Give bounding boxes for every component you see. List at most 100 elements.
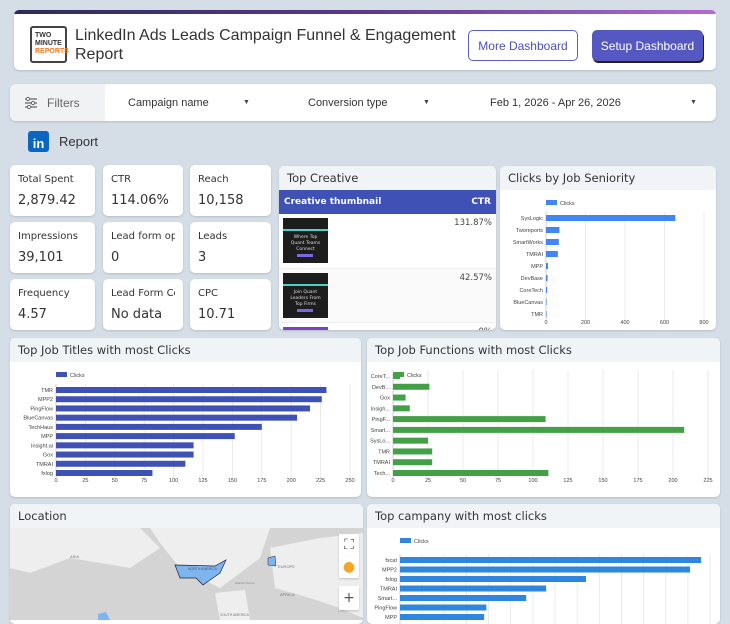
category-label: PingF... [372, 417, 391, 423]
more-dashboard-button[interactable]: More Dashboard [468, 30, 578, 61]
date-range-label: Feb 1, 2026 - Apr 26, 2026 [490, 96, 621, 109]
kpi-value: 4.57 [18, 307, 47, 322]
bar [393, 426, 685, 433]
panel-title: Clicks by Job Seniority [500, 166, 716, 190]
map-label: AFRICA [280, 592, 295, 597]
map-label: EUROPE [278, 564, 295, 569]
zoom-in-button[interactable]: + [339, 586, 359, 610]
ctr-value: 131.87% [399, 214, 496, 269]
category-label: SysLogic [521, 216, 544, 222]
category-label: TMR [378, 449, 390, 455]
creative-table: Creative thumbnail CTR Where Top Quant Te… [279, 190, 496, 330]
date-range-select[interactable]: Feb 1, 2026 - Apr 26, 2026 ▼ [490, 84, 710, 121]
header-gradient-bar [14, 10, 716, 14]
legend-label: Clicks [407, 373, 422, 379]
legend-label: Clicks [414, 539, 429, 545]
tick-label: 800 [699, 320, 708, 326]
job-functions-panel: Top Job Functions with most Clicks Click… [367, 338, 720, 497]
kpi-card: Frequency 4.57 [10, 279, 95, 330]
column-header[interactable]: Creative thumbnail [279, 190, 399, 214]
tick-label: 125 [563, 478, 572, 484]
tick-label: 225 [316, 478, 325, 484]
tick-label: 25 [425, 478, 431, 484]
bar [393, 448, 433, 455]
job-functions-chart: Clicks 0 25 50 75 100 125 150 175 200 225 CoreT... D… [370, 370, 713, 484]
bar [546, 251, 558, 257]
category-label: MPP [41, 434, 53, 440]
map-label: Atlantic Ocean [235, 581, 255, 585]
bar [56, 451, 194, 458]
tick-label: 50 [460, 478, 466, 484]
kpi-card: Impressions 39,101 [10, 222, 95, 273]
tick-label: 250 [345, 478, 354, 484]
location-map[interactable]: ASIA EUROPE NORTH AMERICA AFRICA SOUTH A… [10, 528, 363, 620]
kpi-card: Lead Form Co... No data [103, 279, 183, 330]
category-label: SmartWorks [513, 240, 543, 246]
tick-label: 100 [169, 478, 178, 484]
category-label: Smart... [378, 596, 398, 602]
bar [393, 416, 546, 423]
kpi-label: Lead Form Co... [111, 288, 175, 299]
column-header[interactable]: CTR [399, 190, 496, 214]
kpi-card: Leads 3 [190, 222, 271, 273]
bar [400, 566, 691, 573]
kpi-value: 3 [198, 250, 207, 265]
bar [393, 394, 406, 401]
fullscreen-icon[interactable]: ⛶ [339, 534, 359, 556]
category-label: BlueCanvas [513, 300, 543, 306]
panel-title: Top Job Functions with most Clicks [367, 338, 720, 362]
tick-label: 175 [257, 478, 266, 484]
bar [400, 595, 527, 601]
category-label: Gox [380, 396, 390, 402]
tick-label: 50 [112, 478, 118, 484]
street-view-pegman-icon[interactable]: ● [339, 556, 359, 578]
bar [56, 387, 327, 393]
ctr-value: 42.57% [399, 268, 496, 323]
table-row[interactable]: 0% [279, 322, 496, 330]
bar [56, 405, 311, 412]
category-label: CoreTech [519, 288, 543, 294]
bar [393, 373, 400, 379]
kpi-card: Reach 10,158 [190, 165, 271, 216]
category-label: TMRAI [373, 460, 391, 466]
conversion-type-label: Conversion type [308, 96, 388, 109]
table-row[interactable]: Where Top Quant Teams Connect 131.87% [279, 214, 496, 269]
category-label: PingFlow [374, 606, 397, 612]
tick-label: 150 [228, 478, 237, 484]
category-label: TMR [531, 312, 543, 318]
company-chart: Clicks fxcat MPP2 fxlog TMRAI Smart... PingFlo… [374, 538, 711, 624]
chevron-down-icon: ▼ [423, 99, 430, 106]
category-label: fxlog [41, 471, 53, 477]
tick-label: 0 [54, 478, 57, 484]
table-row[interactable]: Join Quant Leaders From Top Firms 42.57% [279, 268, 496, 323]
bar [546, 299, 547, 305]
bar [56, 470, 153, 476]
category-label: MPP2 [38, 397, 53, 403]
setup-dashboard-button[interactable]: Setup Dashboard [592, 30, 703, 61]
map-label: ASIA [70, 554, 79, 559]
section-title: Report [59, 134, 99, 149]
conversion-type-select[interactable]: Conversion type ▼ [308, 84, 438, 121]
kpi-label: Leads [198, 231, 228, 242]
tick-label: 200 [581, 320, 590, 326]
campaign-name-select[interactable]: Campaign name ▼ [128, 84, 258, 121]
bar [56, 414, 298, 421]
category-label: TMR [41, 388, 53, 394]
header-card: TWO MINUTE REPORTS LinkedIn Ads Leads Camp… [14, 10, 716, 70]
tick-label: 200 [668, 478, 677, 484]
bar [56, 423, 262, 430]
panel-title: Top campany with most clicks [367, 504, 720, 528]
bar [393, 383, 430, 390]
bar [400, 604, 487, 611]
sliders-icon [25, 96, 37, 109]
category-label: DevBase [521, 276, 543, 282]
filters-button[interactable]: Filters [10, 84, 105, 121]
category-label: fxlog [385, 577, 397, 583]
bar [393, 459, 433, 466]
category-label: TechHaus [29, 425, 54, 431]
category-label: BlueCanvas [23, 416, 53, 422]
category-label: MPP [385, 615, 397, 621]
category-label: DevB... [372, 385, 391, 391]
kpi-value: 10.71 [198, 307, 236, 322]
kpi-label: CPC [198, 288, 218, 299]
